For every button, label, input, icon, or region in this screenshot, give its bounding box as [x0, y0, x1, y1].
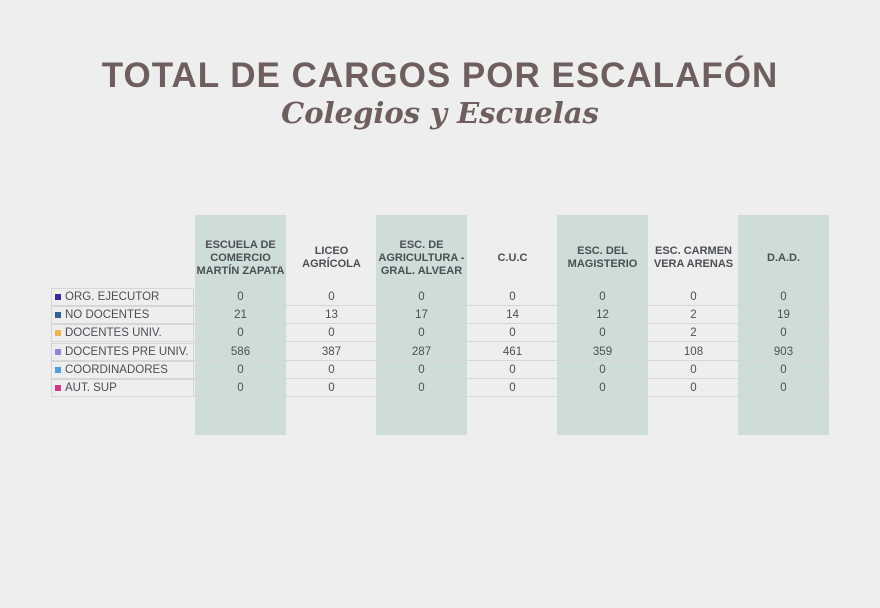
table-cell: 586	[230, 345, 251, 358]
table-cell: 0	[237, 363, 244, 376]
column-highlight-band	[195, 215, 286, 435]
chart-title: TOTAL DE CARGOS POR ESCALAFÓN	[101, 56, 779, 95]
table-cell: 0	[599, 382, 606, 394]
table-row	[51, 288, 830, 306]
table-cell: 0	[780, 291, 787, 303]
table-cell: 12	[596, 309, 609, 322]
table-cell: 2	[690, 309, 697, 322]
row-label: NO DOCENTES	[51, 306, 194, 325]
row-label: DOCENTES PRE UNIV.	[51, 342, 194, 361]
table-row	[51, 306, 830, 325]
row-label: ORG. EJECUTOR	[51, 288, 194, 306]
column-highlight-band	[738, 215, 829, 435]
table-cell: 0	[690, 291, 697, 303]
table-row	[51, 379, 830, 397]
row-label: AUT. SUP	[51, 379, 194, 397]
legend-swatch	[55, 294, 61, 300]
table-cell: 461	[502, 345, 523, 358]
table-cell: 14	[506, 309, 519, 322]
table-row	[51, 324, 830, 343]
table-cell: 0	[328, 291, 335, 303]
table-cell: 0	[328, 382, 335, 394]
row-label-text: ORG. EJECUTOR	[65, 291, 160, 303]
column-header: ESC. CARMEN VERA ARENAS	[653, 245, 734, 270]
legend-swatch	[55, 348, 61, 355]
column-header: C.U.C	[497, 251, 528, 264]
table-cell: 0	[418, 291, 425, 303]
table-row	[51, 343, 830, 361]
column-header: ESC. DEL MAGISTERIO	[567, 245, 638, 270]
table-cell: 0	[599, 363, 606, 376]
table-cell: 0	[328, 363, 335, 376]
table-cell: 0	[418, 327, 425, 340]
table-cell: 0	[237, 291, 244, 303]
table-cell: 0	[509, 327, 516, 340]
chart-subtitle: Colegios y Escuelas	[281, 96, 599, 130]
table-cell: 0	[418, 363, 425, 376]
column-highlight-band	[557, 215, 648, 435]
row-label-text: AUT. SUP	[65, 382, 117, 394]
legend-swatch	[55, 366, 61, 373]
table-cell: 0	[328, 327, 335, 340]
table-cell: 19	[777, 309, 790, 322]
row-label-text: DOCENTES UNIV.	[65, 327, 162, 340]
table-cell: 0	[509, 363, 516, 376]
table-cell: 0	[780, 327, 787, 340]
column-header: D.A.D.	[767, 251, 800, 264]
table-cell: 387	[321, 345, 342, 358]
table-cell: 21	[234, 309, 247, 322]
row-label-text: NO DOCENTES	[65, 309, 150, 322]
table-cell: 0	[690, 363, 697, 376]
table-cell: 0	[237, 382, 244, 394]
column-header: ESC. DE AGRICULTURA - GRAL. ALVEAR	[378, 238, 465, 277]
table-cell: 0	[599, 291, 606, 303]
table-cell: 17	[415, 309, 428, 322]
row-label-text: COORDINADORES	[65, 363, 168, 376]
legend-swatch	[55, 330, 61, 337]
column-header: ESCUELA DE COMERCIO MARTÍN ZAPATA	[196, 238, 285, 277]
table-cell: 0	[509, 291, 516, 303]
table-cell: 903	[773, 345, 794, 358]
table-cell: 0	[690, 382, 697, 394]
table-cell: 2	[690, 327, 697, 340]
row-label-text: DOCENTES PRE UNIV.	[65, 345, 189, 358]
table-cell: 13	[325, 309, 338, 322]
column-header: LICEO AGRÍCOLA	[302, 245, 361, 270]
legend-swatch	[55, 385, 61, 391]
table-cell: 0	[599, 327, 606, 340]
table-cell: 0	[780, 382, 787, 394]
row-label: DOCENTES UNIV.	[51, 324, 194, 343]
table-cell: 0	[418, 382, 425, 394]
row-label: COORDINADORES	[51, 360, 194, 379]
table-cell: 108	[683, 345, 704, 358]
table-cell: 0	[237, 327, 244, 340]
legend-swatch	[55, 312, 61, 319]
table-row	[51, 361, 830, 379]
table-cell: 287	[411, 345, 432, 358]
column-highlight-band	[376, 215, 467, 435]
table-cell: 0	[780, 363, 787, 376]
table-cell: 0	[509, 382, 516, 394]
table-cell: 359	[592, 345, 613, 358]
